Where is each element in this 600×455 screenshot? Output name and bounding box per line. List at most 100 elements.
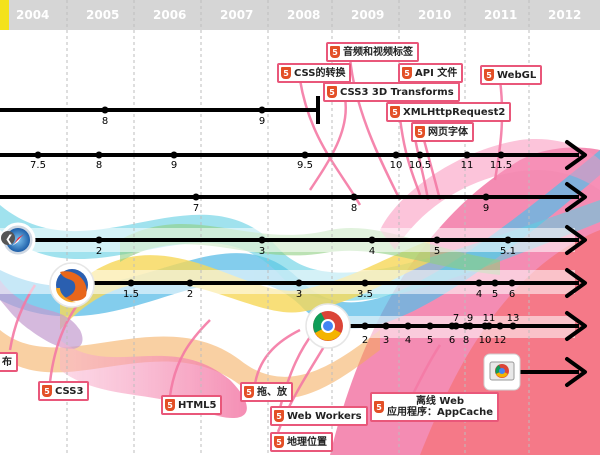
tag-dragdrop[interactable]: 5 拖、放	[240, 382, 293, 402]
version-label: 3	[259, 246, 265, 257]
version-label: 1.5	[123, 289, 139, 300]
version-label: 8	[463, 335, 469, 346]
tag-api-file[interactable]: 5 API 文件	[398, 63, 464, 83]
version-point	[95, 236, 103, 244]
version-label: 12	[494, 335, 507, 346]
version-point	[34, 151, 42, 159]
html5-icon: 5	[484, 69, 494, 81]
tag-label: 地理位置	[287, 436, 327, 448]
version-label: 4	[476, 289, 482, 300]
version-label: 5.1	[500, 246, 516, 257]
tag-label: HTML5	[178, 399, 217, 411]
tag-css-transform[interactable]: 5 CSS的转换	[277, 63, 352, 83]
version-point	[295, 279, 303, 287]
ribbon-pink-top	[380, 139, 600, 250]
html5-icon: 5	[390, 106, 400, 118]
tag-html5[interactable]: 5 HTML5	[161, 395, 223, 415]
html5-icon: 5	[330, 46, 340, 58]
version-point	[475, 279, 483, 287]
arrowhead	[565, 268, 587, 298]
html5-icon: 5	[165, 399, 175, 411]
version-label: 7	[193, 203, 199, 214]
version-point	[508, 279, 516, 287]
version-point	[186, 279, 194, 287]
version-point	[361, 279, 369, 287]
version-label: 9.5	[297, 160, 313, 171]
tag-label: 音频和视频标签	[343, 46, 413, 58]
html5-icon: 5	[415, 126, 425, 138]
version-point	[482, 193, 490, 201]
version-point	[258, 106, 266, 114]
tag-label: WebGL	[497, 69, 537, 81]
version-point	[350, 193, 358, 201]
tag-audio-video[interactable]: 5 音频和视频标签	[326, 42, 419, 62]
html5-icon: 5	[274, 436, 284, 448]
tag-partial-left[interactable]: 布	[0, 352, 18, 372]
tag-geolocation[interactable]: 5 地理位置	[270, 432, 333, 452]
version-point	[301, 151, 309, 159]
connector	[253, 328, 301, 385]
tag-appcache[interactable]: 5 离线 Web 应用程序：AppCache	[370, 392, 499, 422]
ribbon-orange	[0, 330, 380, 399]
chrome-web-store-icon[interactable]	[483, 353, 521, 391]
connector	[348, 57, 402, 201]
version-label: 6	[449, 335, 455, 346]
html5-icon: 5	[244, 386, 254, 398]
scroll-left-arrow-icon: ❮	[5, 234, 13, 245]
version-point	[452, 322, 460, 330]
version-point	[466, 322, 474, 330]
year-label: 2010	[418, 8, 451, 22]
tag-label: XMLHttpRequest2	[403, 106, 506, 118]
tag-webgl[interactable]: 5 WebGL	[480, 65, 543, 85]
year-label: 2012	[548, 8, 581, 22]
year-label: 2007	[220, 8, 253, 22]
html5-icon: 5	[42, 385, 52, 397]
version-label: 5	[492, 289, 498, 300]
year-label: 2011	[484, 8, 517, 22]
html5-icon: 5	[327, 86, 337, 98]
version-label: 10.5	[409, 160, 431, 171]
version-point	[504, 236, 512, 244]
tag-css3[interactable]: 5 CSS3	[38, 381, 90, 401]
year-header-accent	[0, 0, 9, 30]
version-points: 8 97.5 8 9 9.5 10 10.5 11 11.57 8 92 3 4 5 5.11.5 2 3 3.5…	[30, 106, 519, 346]
version-label: 7	[453, 313, 459, 324]
chrome-icon[interactable]	[305, 303, 351, 349]
connector	[168, 319, 211, 397]
year-label: 2004	[16, 8, 49, 22]
version-label: 8	[351, 203, 357, 214]
version-label: 3	[296, 289, 302, 300]
connector	[398, 117, 422, 196]
year-label: 2008	[287, 8, 320, 22]
tag-label: 离线 Web 应用程序：AppCache	[387, 396, 493, 418]
version-point	[95, 151, 103, 159]
version-point	[485, 322, 493, 330]
version-label: 2	[187, 289, 193, 300]
version-point	[368, 236, 376, 244]
year-label: 2005	[86, 8, 119, 22]
connector	[298, 79, 362, 206]
connector	[308, 97, 348, 191]
version-point	[258, 236, 266, 244]
html5-icon: 5	[281, 67, 291, 79]
scroll-left-button[interactable]	[1, 231, 15, 245]
version-point	[496, 322, 504, 330]
version-label: 8	[96, 160, 102, 171]
firefox-icon[interactable]	[49, 262, 95, 308]
version-point	[416, 151, 424, 159]
arrowhead	[565, 311, 587, 341]
tag-webfonts[interactable]: 5 网页字体	[411, 122, 474, 142]
tag-label: API 文件	[415, 67, 458, 79]
tag-label-line: 离线 Web	[415, 396, 465, 407]
version-point	[170, 151, 178, 159]
tag-label: 布	[2, 356, 12, 368]
version-label: 3	[383, 335, 389, 346]
tag-xhr2[interactable]: 5 XMLHttpRequest2	[386, 102, 512, 122]
version-label: 8	[102, 116, 108, 127]
version-point	[404, 322, 412, 330]
version-label: 10	[390, 160, 403, 171]
tag-css3d[interactable]: 5 CSS3 3D Transforms	[323, 82, 460, 102]
arrowhead	[565, 357, 587, 387]
tag-webworkers[interactable]: 5 Web Workers	[270, 406, 368, 426]
